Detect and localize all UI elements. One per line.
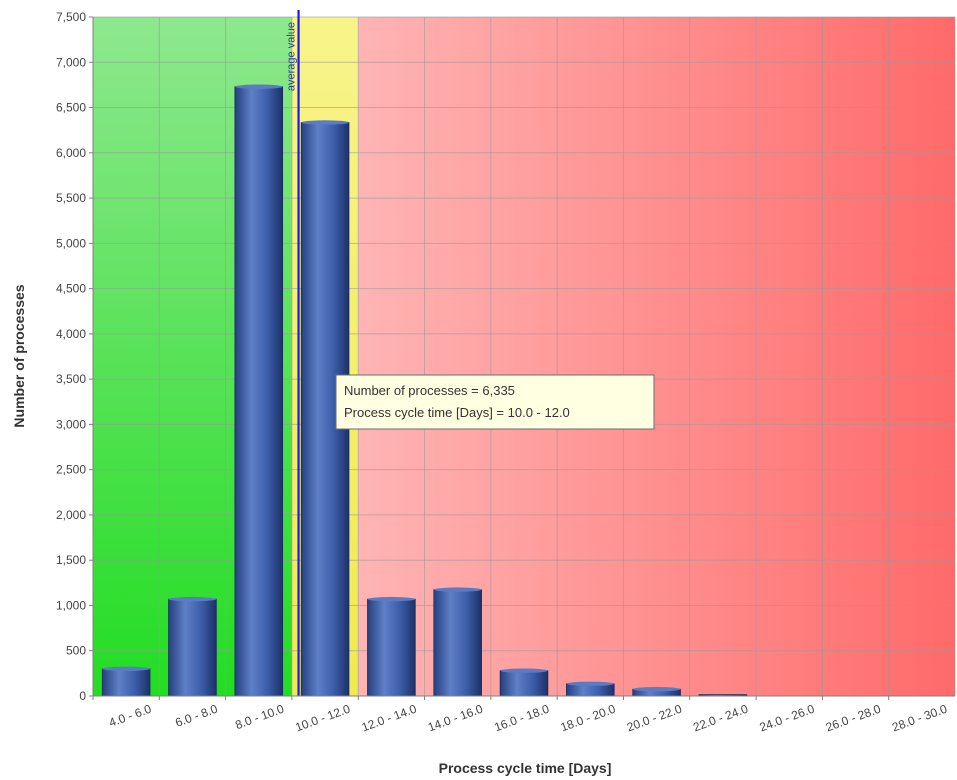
bar-top [566, 681, 615, 686]
bar-body [168, 598, 217, 697]
y-tick-label: 4,500 [56, 282, 86, 296]
x-tick-label: 28.0 - 30.0 [890, 702, 949, 735]
bar [367, 596, 416, 697]
x-tick-label: 24.0 - 26.0 [758, 702, 817, 735]
y-axis-title: Number of processes [11, 284, 27, 427]
y-tick-label: 3,500 [56, 372, 86, 386]
y-tick-label: 6,000 [56, 146, 86, 160]
bar-top [367, 596, 416, 602]
x-tick-label: 18.0 - 20.0 [559, 702, 618, 735]
y-tick-label: 0 [79, 689, 86, 703]
y-tick-labels: 0 500 1,000 1,500 2,000 2,500 3,000 3,500 4,000 4… [56, 10, 93, 703]
bar-body [234, 86, 284, 697]
bar [101, 666, 151, 697]
x-tick-label: 4.0 - 6.0 [107, 702, 153, 730]
x-tick-label: 6.0 - 8.0 [173, 702, 219, 730]
axes [92, 17, 955, 697]
bar [566, 681, 615, 697]
tooltip-box [335, 374, 655, 430]
y-tick-label: 1,500 [56, 553, 86, 567]
bar-top [102, 666, 151, 672]
y-tick-label: 7,000 [56, 55, 86, 69]
tooltip-line: Process cycle time [Days] = 10.0 - 12.0 [344, 405, 570, 420]
bar [234, 84, 284, 697]
tooltip-line: Number of processes = 6,335 [344, 383, 515, 398]
x-tick-labels: 4.0 - 6.0 6.0 - 8.0 8.0 - 10.0 10.0 - 12.0 1… [92, 696, 949, 735]
bar-top [168, 596, 217, 602]
bar-top [234, 84, 283, 89]
zone-backgrounds [93, 17, 955, 696]
bar-top [433, 587, 482, 592]
x-tick-label: 12.0 - 14.0 [360, 702, 419, 735]
x-tick-label: 22.0 - 24.0 [691, 702, 750, 735]
bar-body [367, 598, 416, 697]
y-tick-label: 4,000 [56, 327, 86, 341]
bar [433, 587, 482, 697]
bar-body [101, 668, 151, 697]
bar-body [499, 670, 549, 697]
x-tick-label: 10.0 - 12.0 [293, 702, 352, 735]
y-tick-label: 5,000 [56, 236, 86, 250]
bar [168, 596, 217, 697]
y-tick-label: 2,000 [56, 508, 86, 522]
average-line-group: average value [286, 10, 300, 696]
bar-top [632, 687, 681, 692]
y-tick-label: 2,500 [56, 463, 86, 477]
x-tick-label: 14.0 - 16.0 [426, 702, 485, 735]
x-tick-label: 8.0 - 10.0 [233, 702, 286, 733]
zone-red [358, 17, 955, 696]
y-tick-label: 1,000 [56, 598, 86, 612]
y-tick-label: 6,500 [56, 101, 86, 115]
x-tick-label: 26.0 - 28.0 [824, 702, 883, 735]
bar [632, 687, 681, 697]
x-tick-label: 20.0 - 22.0 [625, 702, 684, 735]
bar [499, 668, 549, 697]
tooltip: Number of processes = 6,335 Process cycle… [335, 374, 655, 430]
bar-top [301, 120, 349, 125]
x-tick-label: 16.0 - 18.0 [492, 702, 551, 735]
bar-body [433, 589, 482, 697]
x-axis-title: Process cycle time [Days] [439, 760, 612, 776]
average-line-label: average value [286, 22, 298, 91]
bar-top [500, 668, 548, 673]
y-tick-label: 3,000 [56, 417, 86, 431]
y-tick-label: 500 [66, 644, 86, 658]
y-tick-label: 5,500 [56, 191, 86, 205]
y-tick-label: 7,500 [56, 10, 86, 24]
